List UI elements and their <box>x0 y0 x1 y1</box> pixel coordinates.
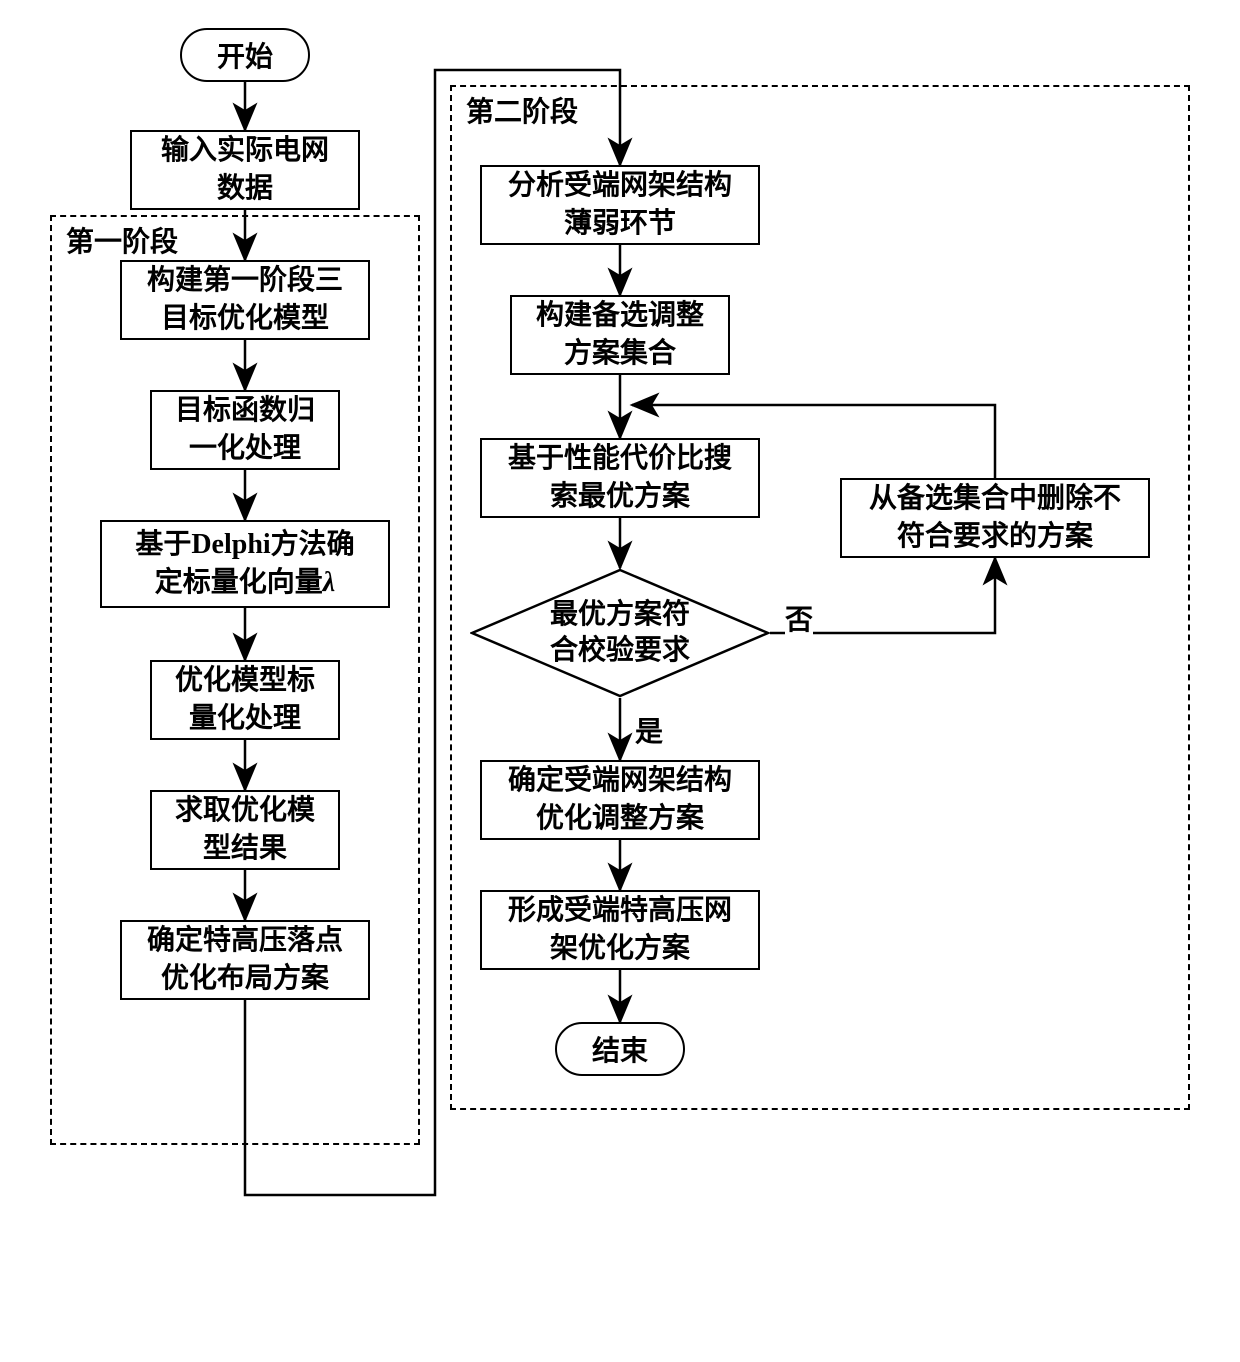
d1-label: 最优方案符合校验要求 <box>550 597 690 670</box>
node-n5: 优化模型标量化处理 <box>150 660 340 740</box>
n5-label: 优化模型标量化处理 <box>175 662 315 738</box>
edge-label-yes: 是 <box>635 710 663 750</box>
n12-label: 确定受端网架结构优化调整方案 <box>508 762 732 838</box>
node-n8: 分析受端网架结构薄弱环节 <box>480 165 760 245</box>
n1-label: 输入实际电网数据 <box>161 132 329 208</box>
node-n11: 从备选集合中删除不符合要求的方案 <box>840 478 1150 558</box>
node-n2: 构建第一阶段三目标优化模型 <box>120 260 370 340</box>
end-label: 结束 <box>592 1029 648 1069</box>
n13-label: 形成受端特高压网架优化方案 <box>508 892 732 968</box>
node-n13: 形成受端特高压网架优化方案 <box>480 890 760 970</box>
end-node: 结束 <box>555 1022 685 1076</box>
n3-label: 目标函数归一化处理 <box>175 392 315 468</box>
n2-label: 构建第一阶段三目标优化模型 <box>147 262 343 338</box>
n10-label: 基于性能代价比搜索最优方案 <box>508 440 732 516</box>
n8-label: 分析受端网架结构薄弱环节 <box>508 167 732 243</box>
node-n9: 构建备选调整方案集合 <box>510 295 730 375</box>
node-d1: 最优方案符合校验要求 <box>470 568 770 698</box>
edge-label-no: 否 <box>785 598 813 638</box>
node-n1: 输入实际电网数据 <box>130 130 360 210</box>
n9-label: 构建备选调整方案集合 <box>536 297 704 373</box>
start-node: 开始 <box>180 28 310 82</box>
node-n3: 目标函数归一化处理 <box>150 390 340 470</box>
node-n4: 基于Delphi方法确定标量化向量λ <box>100 520 390 608</box>
n4-label: 基于Delphi方法确定标量化向量λ <box>135 526 354 602</box>
node-n7: 确定特高压落点优化布局方案 <box>120 920 370 1000</box>
node-n6: 求取优化模型结果 <box>150 790 340 870</box>
n6-label: 求取优化模型结果 <box>175 792 315 868</box>
flowchart-canvas: 第一阶段 第二阶段 开始 结束 输入实际电网数据 <box>20 20 1220 1342</box>
n11-label: 从备选集合中删除不符合要求的方案 <box>869 480 1121 556</box>
node-n10: 基于性能代价比搜索最优方案 <box>480 438 760 518</box>
start-label: 开始 <box>217 35 273 75</box>
node-n12: 确定受端网架结构优化调整方案 <box>480 760 760 840</box>
n7-label: 确定特高压落点优化布局方案 <box>147 922 343 998</box>
phase1-label: 第一阶段 <box>60 220 184 260</box>
phase2-label: 第二阶段 <box>460 90 584 130</box>
